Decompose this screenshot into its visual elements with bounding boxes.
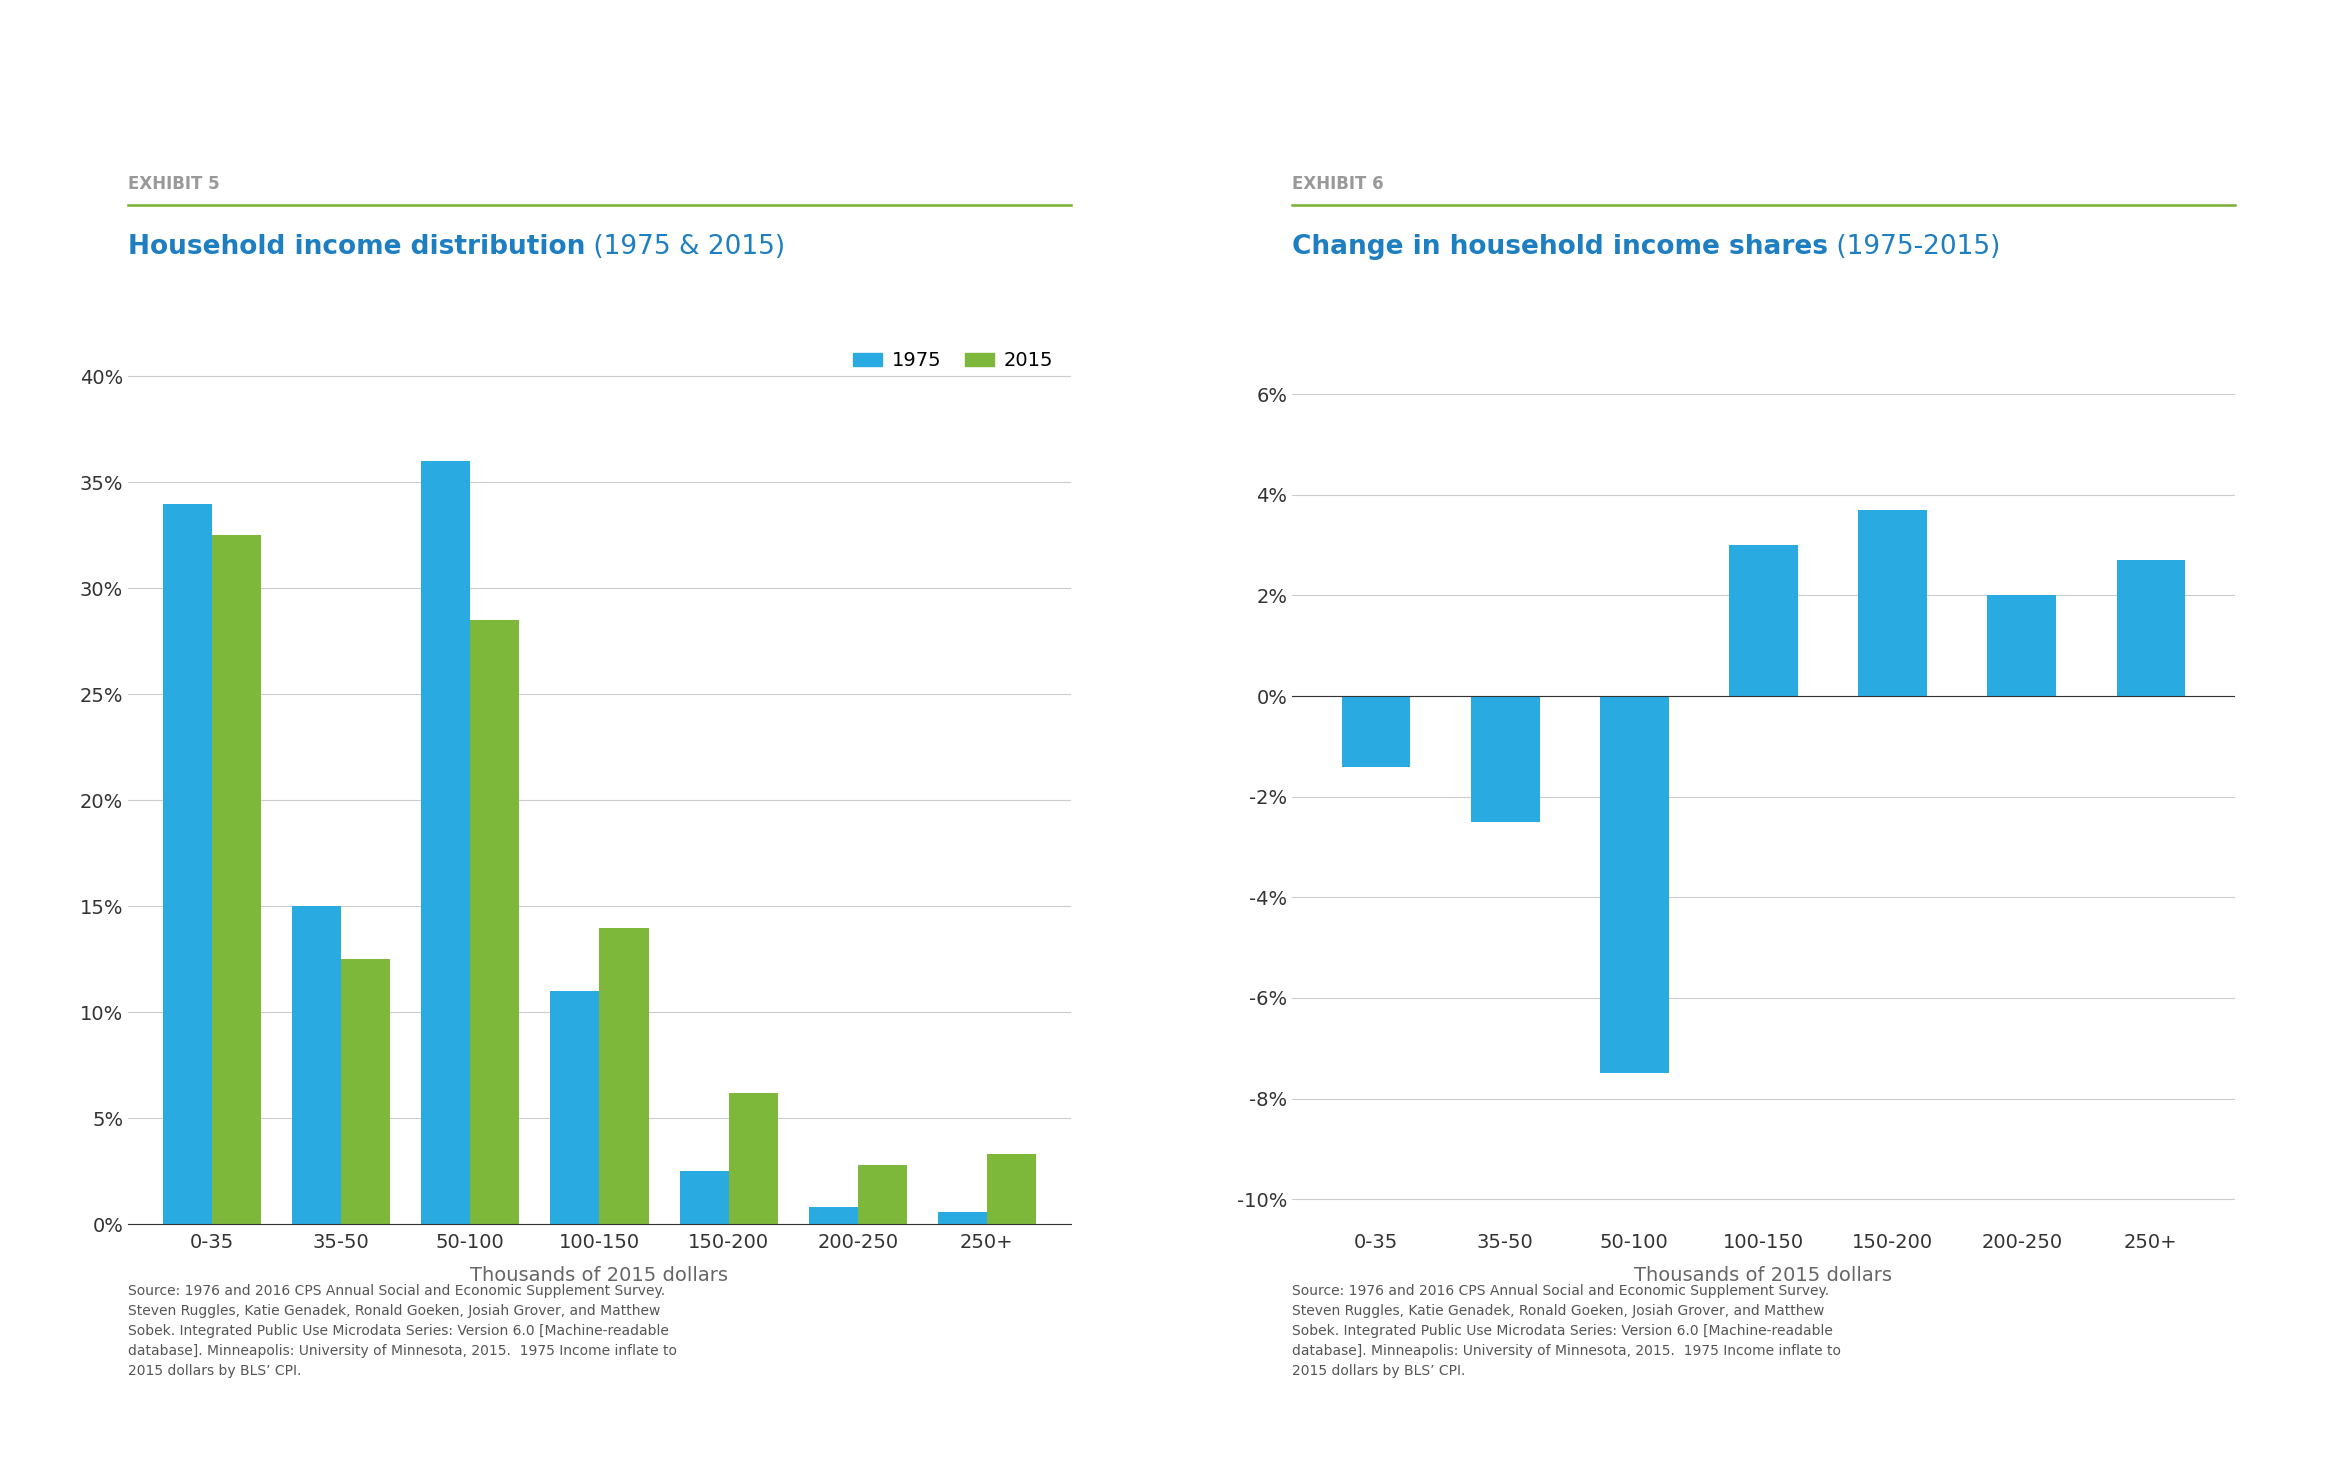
Bar — [470, 620, 519, 1224]
Bar — [163, 503, 212, 1224]
Bar — [212, 536, 261, 1224]
Bar — [549, 991, 598, 1224]
Text: EXHIBIT 6: EXHIBIT 6 — [1292, 175, 1383, 193]
Legend: 1975, 2015: 1975, 2015 — [845, 344, 1062, 378]
Bar — [601, 928, 650, 1224]
Bar — [1858, 510, 1928, 696]
Bar — [680, 1171, 729, 1224]
Bar — [729, 1092, 778, 1224]
X-axis label: Thousands of 2015 dollars: Thousands of 2015 dollars — [1634, 1266, 1893, 1285]
X-axis label: Thousands of 2015 dollars: Thousands of 2015 dollars — [470, 1266, 729, 1285]
Bar — [1988, 595, 2056, 696]
Text: (1975 & 2015): (1975 & 2015) — [584, 233, 785, 260]
Bar — [1599, 696, 1669, 1073]
Bar — [342, 959, 391, 1224]
Bar — [2116, 561, 2186, 696]
Bar — [857, 1165, 908, 1224]
Bar — [808, 1208, 857, 1224]
Bar — [938, 1211, 987, 1224]
Text: EXHIBIT 5: EXHIBIT 5 — [128, 175, 219, 193]
Bar — [291, 907, 342, 1224]
Text: Source: 1976 and 2016 CPS Annual Social and Economic Supplement Survey.
Steven R: Source: 1976 and 2016 CPS Annual Social … — [1292, 1284, 1841, 1377]
Text: Change in household income shares: Change in household income shares — [1292, 233, 1827, 260]
Bar — [1471, 696, 1539, 822]
Bar — [421, 462, 470, 1224]
Text: Source: 1976 and 2016 CPS Annual Social and Economic Supplement Survey.
Steven R: Source: 1976 and 2016 CPS Annual Social … — [128, 1284, 677, 1377]
Bar — [987, 1155, 1036, 1224]
Bar — [1730, 545, 1797, 696]
Text: (1975-2015): (1975-2015) — [1827, 233, 2000, 260]
Text: Household income distribution: Household income distribution — [128, 233, 584, 260]
Bar — [1341, 696, 1411, 767]
